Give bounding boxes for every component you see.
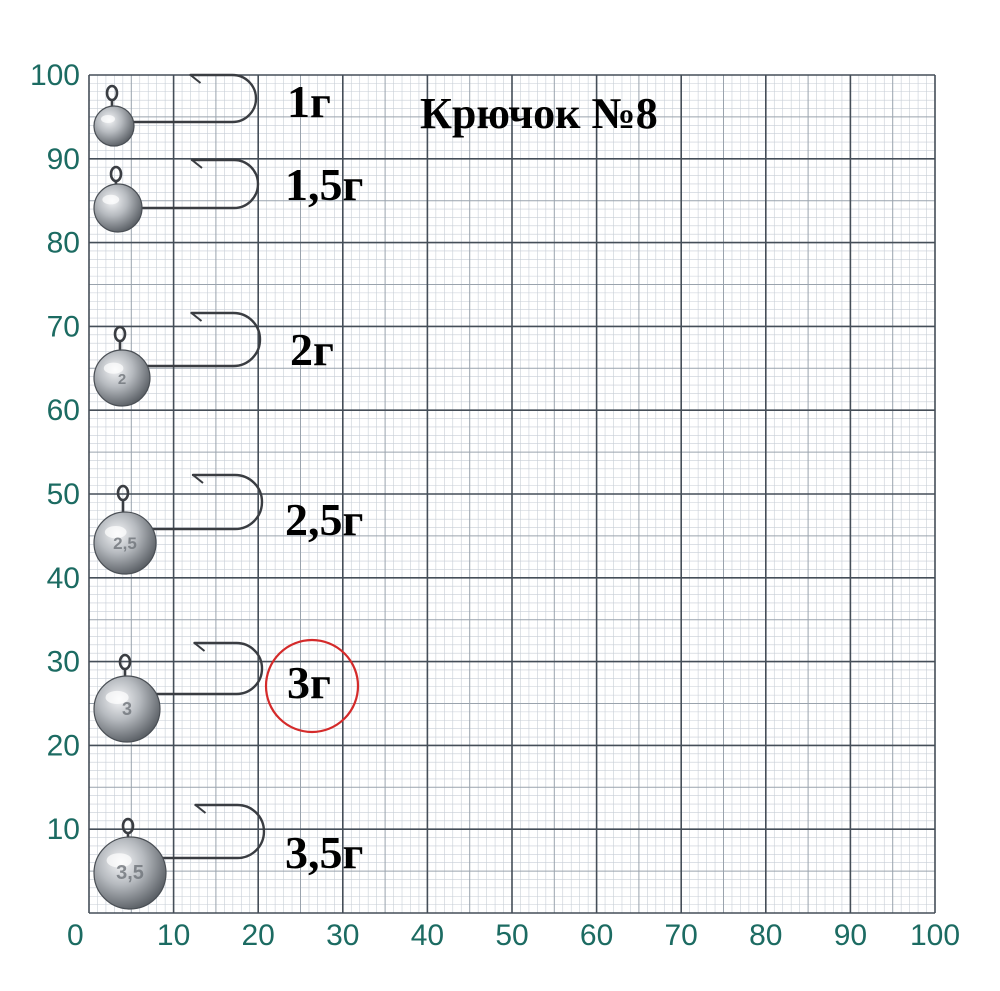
hook-wire xyxy=(145,641,264,696)
y-tick-label: 40 xyxy=(47,562,80,595)
y-tick-label: 90 xyxy=(47,143,80,176)
hook-barb xyxy=(190,312,203,322)
x-tick-label: 40 xyxy=(411,919,444,952)
hook-wire xyxy=(137,311,262,368)
x-tick-label: 20 xyxy=(242,919,275,952)
x-axis-tick-labels: 0 10 20 30 40 50 60 70 80 90 100 xyxy=(67,919,960,952)
head-emboss-mark: 2 xyxy=(118,371,126,388)
weight-label: 3,5г xyxy=(285,827,363,878)
jig-head-item: 2 2г xyxy=(93,311,334,407)
y-tick-label: 80 xyxy=(47,227,80,260)
hook-wire xyxy=(131,158,260,210)
grid-major-lines xyxy=(88,74,936,914)
jig-head-item: 3 3г xyxy=(93,638,360,743)
x-tick-label: 70 xyxy=(665,919,698,952)
hook-barb xyxy=(191,159,203,169)
hook-wire xyxy=(142,473,264,531)
head-emboss-mark: 2,5 xyxy=(113,534,137,553)
lead-highlight xyxy=(104,525,127,539)
hook-barb xyxy=(189,74,202,84)
weight-label: 3г xyxy=(287,657,331,708)
x-tick-label: 0 xyxy=(67,919,84,952)
x-tick-label: 100 xyxy=(910,919,960,952)
hook-size-title: Крючок №8 xyxy=(420,89,658,138)
x-tick-label: 10 xyxy=(157,919,190,952)
x-tick-label: 30 xyxy=(326,919,359,952)
y-tick-label: 10 xyxy=(47,813,80,846)
hook-barb xyxy=(192,474,204,484)
y-tick-label: 30 xyxy=(47,646,80,679)
y-tick-label: 60 xyxy=(47,394,80,427)
lead-highlight xyxy=(106,853,132,868)
y-tick-label: 20 xyxy=(47,729,80,762)
x-tick-label: 60 xyxy=(580,919,613,952)
x-tick-label: 80 xyxy=(749,919,782,952)
jig-head-item: 2,5 2,5г xyxy=(93,473,363,575)
hook-barb xyxy=(193,642,206,652)
highlight-circle xyxy=(264,638,360,734)
lead-ball-head xyxy=(93,105,135,147)
hook-barb xyxy=(194,804,207,814)
y-tick-label: 70 xyxy=(47,310,80,343)
head-emboss-mark: 3 xyxy=(122,699,132,719)
hook-wire xyxy=(150,803,266,860)
lead-highlight xyxy=(102,194,120,205)
y-axis-tick-labels: 100 90 80 70 60 50 40 30 20 10 xyxy=(30,59,80,846)
y-tick-label: 50 xyxy=(47,478,80,511)
x-tick-label: 90 xyxy=(834,919,867,952)
lead-ball-head xyxy=(93,183,143,233)
jig-heads-group: 1г 1,5г 2 2г 2,5 2,5г 3 3г 3,5 3,5г xyxy=(93,73,363,910)
weight-label: 2,5г xyxy=(285,494,363,545)
weight-label: 1г xyxy=(287,76,331,127)
jig-head-item: 1,5г xyxy=(93,158,363,233)
lead-highlight xyxy=(105,690,129,705)
jig-head-item: 3,5 3,5г xyxy=(93,803,363,910)
weight-label: 1,5г xyxy=(285,159,363,210)
hook-wire xyxy=(124,73,258,124)
jig-head-item: 1г xyxy=(93,73,331,147)
lead-highlight xyxy=(101,115,115,123)
weight-label: 2г xyxy=(290,324,334,375)
lead-highlight xyxy=(103,362,124,374)
y-tick-label: 100 xyxy=(30,59,80,92)
x-tick-label: 50 xyxy=(495,919,528,952)
head-emboss-mark: 3,5 xyxy=(116,862,144,884)
